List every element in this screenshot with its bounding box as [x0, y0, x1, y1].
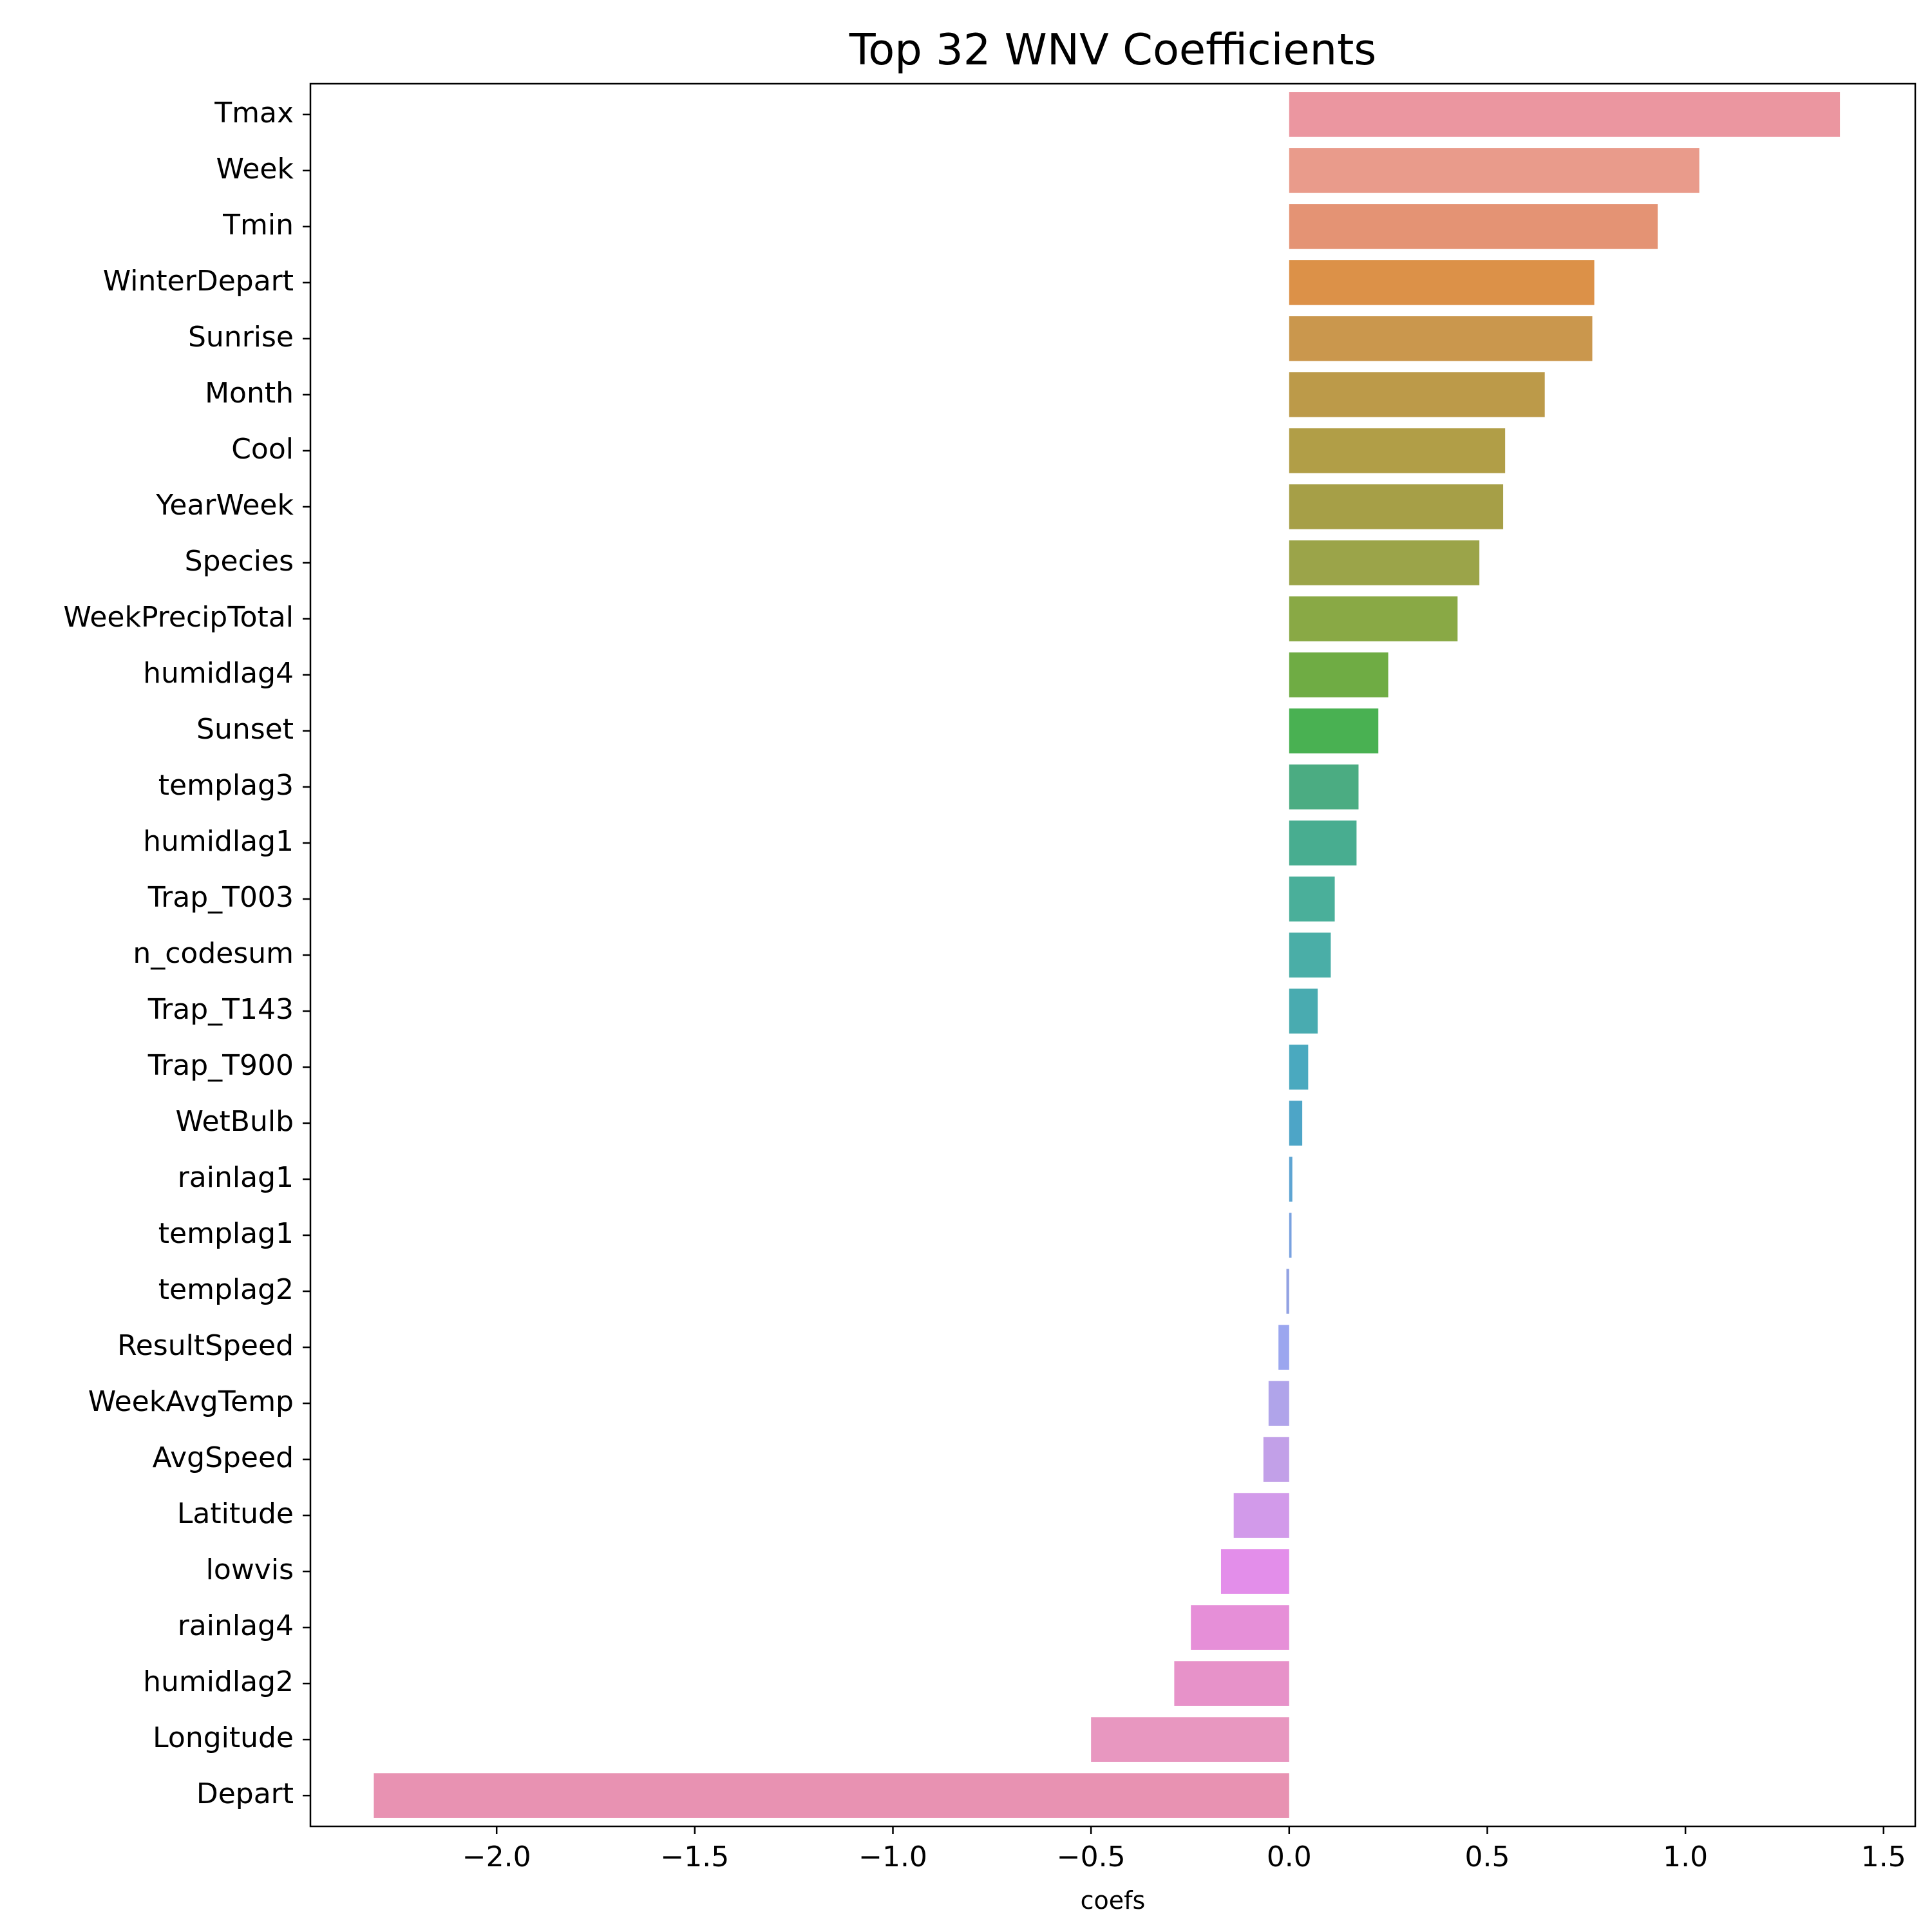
bar-YearWeek [1289, 484, 1504, 529]
x-tick-label: −1.5 [660, 1841, 729, 1873]
x-tick-label: −1.0 [858, 1841, 927, 1873]
y-tick-label: Month [205, 377, 294, 410]
bar-templag2 [1286, 1269, 1289, 1314]
bar-Tmin [1289, 204, 1658, 249]
bar-WetBulb [1289, 1101, 1303, 1146]
y-tick-label: Week [216, 153, 294, 185]
y-tick-label: WeekAvgTemp [88, 1385, 294, 1418]
bar-templag1 [1289, 1213, 1292, 1258]
bar-rainlag1 [1289, 1157, 1293, 1202]
y-tick-label: WeekPrecipTotal [63, 601, 294, 634]
bar-Sunrise [1289, 316, 1593, 361]
y-tick-label: Trap_T143 [147, 993, 294, 1026]
x-tick-label: 1.0 [1663, 1841, 1708, 1873]
y-tick-label: humidlag4 [143, 657, 294, 690]
y-tick-label: Trap_T003 [147, 881, 294, 914]
bar-Cool [1289, 428, 1506, 473]
y-tick-label: WetBulb [176, 1105, 294, 1138]
y-tick-label: templag3 [158, 769, 294, 802]
bar-n_codesum [1289, 933, 1331, 978]
y-tick-label: Trap_T900 [147, 1049, 294, 1082]
x-tick-label: −2.0 [462, 1841, 531, 1873]
y-tick-label: AvgSpeed [153, 1441, 294, 1474]
y-tick-label: Sunrise [188, 321, 294, 354]
y-tick-label: lowvis [206, 1553, 294, 1586]
chart-title: Top 32 WNV Coefficients [849, 24, 1377, 75]
y-tick-label: templag2 [158, 1273, 294, 1306]
y-tick-label: Cool [231, 433, 294, 466]
bars-layer [374, 92, 1841, 1818]
y-tick-label: templag1 [158, 1217, 294, 1250]
y-tick-label: humidlag2 [143, 1665, 294, 1698]
y-tick-label: Tmin [222, 209, 294, 242]
bar-rainlag4 [1191, 1605, 1289, 1650]
y-tick-label: Longitude [153, 1721, 294, 1754]
y-tick-label: Depart [196, 1777, 294, 1810]
y-tick-label: YearWeek [155, 489, 294, 522]
x-axis-label: coefs [1081, 1886, 1146, 1915]
y-tick-label: Latitude [177, 1497, 294, 1530]
y-tick-label: ResultSpeed [117, 1329, 294, 1362]
bar-templag3 [1289, 764, 1359, 810]
bar-Trap_T900 [1289, 1045, 1309, 1090]
bar-humidlag4 [1289, 652, 1388, 697]
y-tick-label: WinterDepart [103, 265, 294, 298]
y-tick-label: Species [185, 545, 294, 578]
y-axis: Tmax Week Tmin WinterDepart Sunrise Month Cool… [63, 97, 310, 1810]
y-tick-label: rainlag1 [178, 1161, 294, 1194]
y-tick-label: rainlag4 [178, 1609, 294, 1642]
bar-WeekAvgTemp [1268, 1381, 1289, 1426]
bar-humidlag2 [1174, 1661, 1289, 1706]
x-tick-label: 0.5 [1464, 1841, 1510, 1873]
bar-Tmax [1289, 92, 1841, 137]
x-tick-label: 1.5 [1861, 1841, 1906, 1873]
bar-WeekPrecipTotal [1289, 596, 1458, 641]
bar-lowvis [1220, 1549, 1289, 1594]
x-tick-label: 0.0 [1267, 1841, 1312, 1873]
x-tick-label: −0.5 [1057, 1841, 1126, 1873]
bar-Week [1289, 148, 1700, 193]
bar-Month [1289, 372, 1545, 417]
bar-Longitude [1091, 1717, 1289, 1762]
bar-humidlag1 [1289, 820, 1357, 866]
bar-WinterDepart [1289, 260, 1595, 305]
x-axis: −2.0 −1.5 −1.0 −0.5 0.0 0.5 1.0 1.5 [462, 1826, 1906, 1873]
bar-Depart [374, 1773, 1289, 1818]
bar-Trap_T143 [1289, 989, 1318, 1034]
bar-Trap_T003 [1289, 876, 1335, 922]
bar-Latitude [1233, 1493, 1289, 1538]
y-tick-label: Tmax [214, 97, 294, 129]
y-tick-label: n_codesum [133, 937, 294, 970]
bar-AvgSpeed [1263, 1437, 1289, 1482]
y-tick-label: humidlag1 [143, 825, 294, 858]
bar-Species [1289, 540, 1480, 585]
plot-frame [309, 82, 1917, 1828]
bar-Sunset [1289, 708, 1379, 753]
y-tick-label: Sunset [196, 713, 294, 746]
bar-ResultSpeed [1278, 1325, 1289, 1370]
